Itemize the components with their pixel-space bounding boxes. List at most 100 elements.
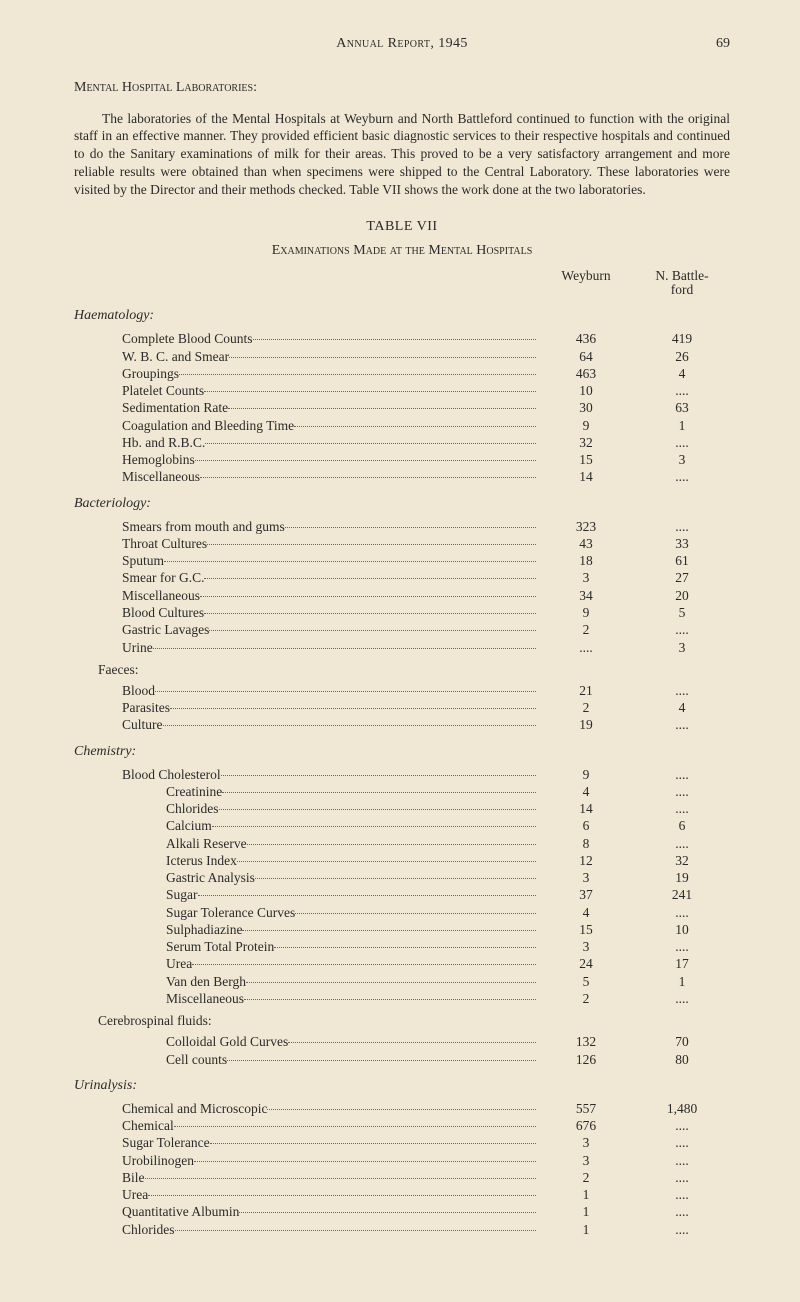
table-row: Hemoglobins153 — [74, 451, 730, 468]
row-value-weyburn: 15 — [538, 921, 634, 938]
table-row: Colloidal Gold Curves13270 — [74, 1033, 730, 1050]
row-value-weyburn: 18 — [538, 552, 634, 569]
leader-dots — [227, 1060, 536, 1061]
leader-dots — [198, 895, 537, 896]
row-value-battleford: .... — [634, 1134, 730, 1151]
table-row: Urea2417 — [74, 955, 730, 972]
row-label: Urobilinogen — [122, 1152, 194, 1169]
leader-dots — [148, 1195, 536, 1196]
row-value-battleford: 3 — [634, 451, 730, 468]
row-value-battleford: .... — [634, 1221, 730, 1238]
leader-dots — [204, 391, 536, 392]
leader-dots — [295, 913, 536, 914]
row-label: Gastric Analysis — [166, 869, 255, 886]
row-value-battleford: 1 — [634, 417, 730, 434]
row-label: Sugar Tolerance Curves — [166, 904, 295, 921]
row-label: Quantitative Albumin — [122, 1203, 239, 1220]
row-label: Bile — [122, 1169, 145, 1186]
row-value-weyburn: 30 — [538, 399, 634, 416]
table-row: Van den Bergh51 — [74, 973, 730, 990]
row-label: Colloidal Gold Curves — [166, 1033, 288, 1050]
row-value-battleford: .... — [634, 682, 730, 699]
row-label: Miscellaneous — [122, 587, 200, 604]
row-value-weyburn: 463 — [538, 365, 634, 382]
leader-dots — [170, 708, 536, 709]
row-value-battleford: .... — [634, 382, 730, 399]
row-value-battleford: .... — [634, 434, 730, 451]
row-value-weyburn: 14 — [538, 468, 634, 485]
table-row: Sugar37241 — [74, 886, 730, 903]
row-value-weyburn: 557 — [538, 1100, 634, 1117]
row-value-weyburn: 2 — [538, 699, 634, 716]
table-row: Miscellaneous3420 — [74, 587, 730, 604]
leader-dots — [229, 357, 536, 358]
row-label: Complete Blood Counts — [122, 330, 253, 347]
table-row: Gastric Lavages2.... — [74, 621, 730, 638]
running-head: Annual Report, 1945 69 — [74, 36, 730, 52]
leader-dots — [175, 1230, 537, 1231]
leader-dots — [222, 792, 536, 793]
row-label: Sugar — [166, 886, 198, 903]
leader-dots — [246, 982, 536, 983]
row-value-battleford: 10 — [634, 921, 730, 938]
leader-dots — [163, 725, 537, 726]
table-row: Sputum1861 — [74, 552, 730, 569]
row-value-battleford: 17 — [634, 955, 730, 972]
row-value-battleford: 27 — [634, 569, 730, 586]
leader-dots — [219, 809, 537, 810]
row-value-weyburn: 4 — [538, 783, 634, 800]
row-value-weyburn: 2 — [538, 621, 634, 638]
section-heading: Mental Hospital Laboratories: — [74, 80, 730, 96]
leader-dots — [274, 947, 536, 948]
table-row: Miscellaneous 14.... — [74, 468, 730, 485]
row-label: Urine — [122, 639, 153, 656]
table-row: Sugar Tolerance3.... — [74, 1134, 730, 1151]
row-value-battleford: .... — [634, 904, 730, 921]
leader-dots — [228, 408, 536, 409]
row-value-weyburn: 5 — [538, 973, 634, 990]
row-label: Alkali Reserve — [166, 835, 247, 852]
row-label: Gastric Lavages — [122, 621, 209, 638]
row-value-battleford: .... — [634, 990, 730, 1007]
leader-dots — [253, 339, 536, 340]
table-row: Smear for G.C.327 — [74, 569, 730, 586]
leader-dots — [288, 1042, 536, 1043]
row-value-battleford: 70 — [634, 1033, 730, 1050]
running-title: Annual Report, 1945 — [114, 36, 690, 52]
row-label: Sedimentation Rate — [122, 399, 228, 416]
row-label: Van den Bergh — [166, 973, 246, 990]
row-label: Platelet Counts — [122, 382, 204, 399]
leader-dots — [242, 930, 536, 931]
leader-dots — [200, 477, 536, 478]
table-row: Chlorides1.... — [74, 1221, 730, 1238]
row-value-battleford: .... — [634, 1169, 730, 1186]
row-value-battleford: .... — [634, 1203, 730, 1220]
table-row: Alkali Reserve8.... — [74, 835, 730, 852]
table-row: Sulphadiazine1510 — [74, 921, 730, 938]
row-value-weyburn: 3 — [538, 569, 634, 586]
row-label: Miscellaneous — [122, 468, 200, 485]
row-value-weyburn: 43 — [538, 535, 634, 552]
row-value-weyburn: 126 — [538, 1051, 634, 1068]
row-value-battleford: 5 — [634, 604, 730, 621]
group-heading: Bacteriology: — [74, 496, 730, 512]
row-label: Hemoglobins — [122, 451, 195, 468]
row-value-weyburn: 9 — [538, 417, 634, 434]
table-row: Blood Cholesterol9.... — [74, 766, 730, 783]
table-label: TABLE VII — [74, 219, 730, 235]
row-value-weyburn: 64 — [538, 348, 634, 365]
table-row: Coagulation and Bleeding Time91 — [74, 417, 730, 434]
row-label: Icterus Index — [166, 852, 237, 869]
row-label: Cell counts — [166, 1051, 227, 1068]
row-value-battleford: 32 — [634, 852, 730, 869]
row-label: Hb. and R.B.C. — [122, 434, 205, 451]
table-row: Complete Blood Counts436419 — [74, 330, 730, 347]
leader-dots — [194, 1161, 536, 1162]
table-row: Blood21.... — [74, 682, 730, 699]
row-value-weyburn: 4 — [538, 904, 634, 921]
table-row: Calcium66 — [74, 817, 730, 834]
row-label: Chlorides — [166, 800, 219, 817]
table-row: Cell counts12680 — [74, 1051, 730, 1068]
row-label: W. B. C. and Smear — [122, 348, 229, 365]
row-value-battleford: .... — [634, 468, 730, 485]
